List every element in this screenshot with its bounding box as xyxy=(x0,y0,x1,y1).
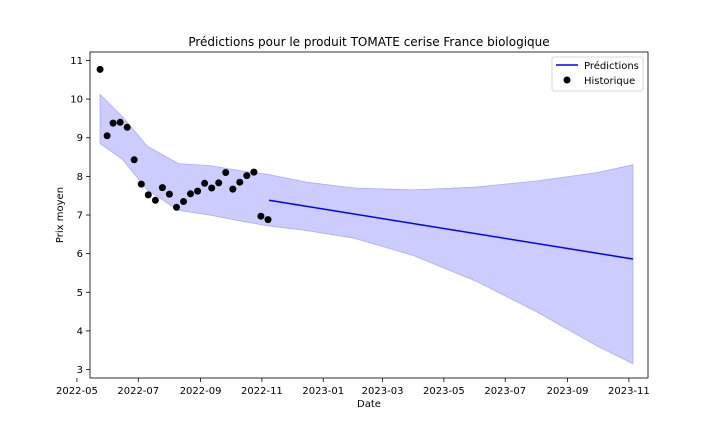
y-tick-label: 6 xyxy=(77,249,83,260)
x-tick-label: 2023-11 xyxy=(608,386,650,397)
history-point xyxy=(201,179,209,187)
x-tick-label: 2023-01 xyxy=(302,386,344,397)
confidence-band xyxy=(99,93,634,365)
y-tick-label: 8 xyxy=(77,172,83,183)
y-axis-label: Prix moyen xyxy=(55,187,66,243)
y-axis-ticks: 3 4 5 6 7 8 9 10 11 xyxy=(70,56,90,376)
x-tick-label: 2023-05 xyxy=(423,386,465,397)
chart-title: Prédictions pour le produit TOMATE ceris… xyxy=(188,35,549,49)
legend-label-predictions: Prédictions xyxy=(584,60,639,72)
x-tick-label: 2022-07 xyxy=(117,386,159,397)
history-point xyxy=(130,156,138,164)
x-tick-label: 2022-11 xyxy=(241,386,283,397)
x-tick-label: 2023-03 xyxy=(362,386,404,397)
history-point xyxy=(215,179,223,187)
x-axis-ticks: 2022-05 2022-07 2022-09 2022-11 2023-01 2023-… xyxy=(56,378,650,397)
y-tick-label: 11 xyxy=(70,56,83,67)
history-point xyxy=(187,190,194,198)
history-point xyxy=(116,118,124,126)
y-tick-label: 9 xyxy=(77,133,83,144)
history-point xyxy=(158,184,166,192)
history-points-layer xyxy=(96,65,272,224)
y-tick-label: 7 xyxy=(77,211,83,222)
history-point xyxy=(257,212,265,220)
x-axis-label: Date xyxy=(357,399,381,410)
legend-marker-swatch xyxy=(563,76,571,84)
legend-label-history: Historique xyxy=(584,76,635,87)
y-tick-label: 5 xyxy=(77,288,83,299)
history-point xyxy=(173,203,180,211)
history-point xyxy=(144,191,152,199)
history-point xyxy=(103,132,111,140)
y-tick-label: 10 xyxy=(70,95,83,106)
history-point xyxy=(180,198,187,205)
history-point xyxy=(243,172,251,180)
history-point xyxy=(222,169,230,176)
history-point xyxy=(109,119,117,127)
y-tick-label: 3 xyxy=(77,365,83,376)
history-point xyxy=(137,180,145,188)
history-point xyxy=(250,168,258,176)
history-point xyxy=(123,123,131,131)
history-point xyxy=(208,184,216,192)
prediction-line xyxy=(268,199,634,260)
prediction-line-layer xyxy=(268,199,634,260)
x-tick-label: 2023-09 xyxy=(547,386,589,397)
legend: Prédictions Historique xyxy=(551,56,644,92)
x-tick-label: 2023-07 xyxy=(484,386,526,397)
history-point xyxy=(194,187,202,195)
x-tick-label: 2022-05 xyxy=(56,386,98,397)
confidence-band-layer xyxy=(99,93,634,365)
history-point xyxy=(229,185,237,193)
y-tick-label: 4 xyxy=(77,326,83,337)
history-point xyxy=(165,190,173,198)
x-tick-label: 2022-09 xyxy=(180,386,222,397)
history-point xyxy=(96,65,104,73)
history-point xyxy=(151,196,159,204)
history-point xyxy=(264,216,272,224)
history-point xyxy=(236,178,244,186)
